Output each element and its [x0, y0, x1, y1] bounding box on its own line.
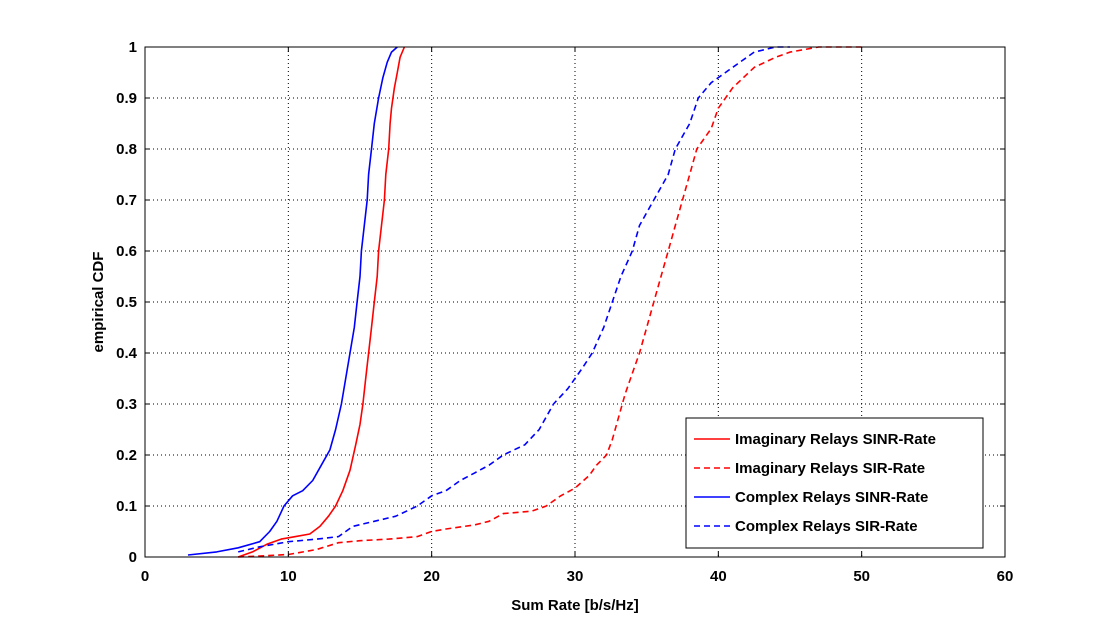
y-tick-label: 0.5 [116, 294, 137, 311]
y-tick-label: 0.2 [116, 447, 137, 464]
y-axis-label: empirical CDF [90, 252, 107, 353]
legend: Imaginary Relays SINR-Rate Imaginary Rela… [685, 417, 984, 549]
series-line-4 [238, 46, 790, 553]
x-axis-label: Sum Rate [b/s/Hz] [511, 597, 639, 614]
legend-entry-label: Complex Relays SIR-Rate [735, 518, 918, 535]
x-tick-label: 60 [997, 568, 1014, 585]
legend-entry-label: Imaginary Relays SIR-Rate [735, 460, 925, 477]
series-line-3 [187, 46, 398, 556]
y-tick-label: 0 [129, 549, 137, 566]
y-tick-label: 0.1 [116, 498, 137, 515]
x-tick-label: 40 [710, 568, 727, 585]
series-line-1 [237, 46, 406, 558]
x-tick-label: 20 [423, 568, 440, 585]
series-layer [187, 46, 862, 558]
x-tick-label: 0 [141, 568, 149, 585]
y-tick-label: 0.8 [116, 141, 137, 158]
x-tick-label: 30 [567, 568, 584, 585]
legend-box [685, 417, 984, 549]
x-tick-label: 50 [853, 568, 870, 585]
y-tick-label: 0.4 [116, 345, 138, 362]
series-line-2 [238, 46, 862, 558]
y-tick-label: 0.9 [116, 90, 137, 107]
legend-entry-label: Imaginary Relays SINR-Rate [735, 431, 936, 448]
y-tick-label: 1 [129, 39, 137, 56]
x-tick-label: 10 [280, 568, 297, 585]
legend-entry-label: Complex Relays SINR-Rate [735, 489, 928, 506]
y-tick-label: 0.3 [116, 396, 137, 413]
y-tick-label: 0.7 [116, 192, 137, 209]
y-tick-label: 0.6 [116, 243, 137, 260]
axis-ticks: 0 10 20 30 40 50 60 0 0.1 0.2 0.3 0.4 0.5 0.6 0.7 0.8 0.… [116, 39, 1013, 585]
